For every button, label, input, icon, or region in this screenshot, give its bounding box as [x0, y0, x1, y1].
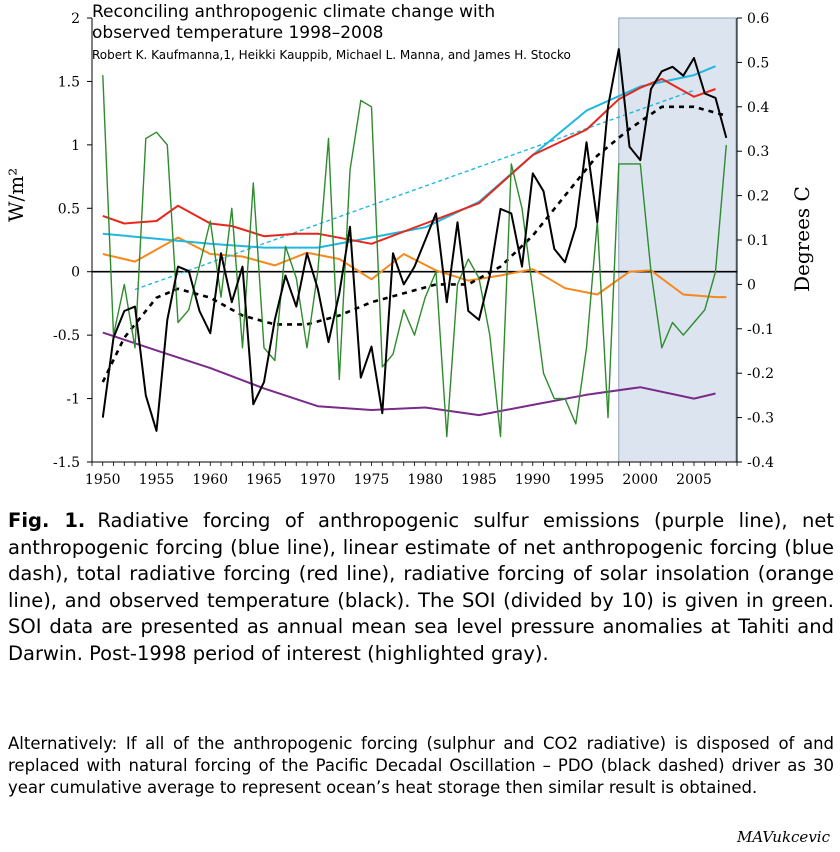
figure-caption: Fig. 1. Radiative forcing of anthropogeni…: [8, 508, 834, 667]
caption-text: Radiative forcing of anthropogenic sulfu…: [8, 509, 834, 665]
x-tick-label: 1950: [85, 472, 121, 488]
series-line-net-anthro: [102, 65, 716, 249]
y-tick-label-left: 0: [71, 265, 80, 281]
chart-authors: Robert K. Kaufmanna,1, Heikki Kauppib, M…: [92, 48, 571, 62]
alternative-note: Alternatively: If all of the anthropogen…: [8, 734, 834, 797]
series-line-total: [102, 77, 716, 245]
y-tick-label-left: -0.5: [53, 328, 80, 344]
y-tick-label-right: -0.4: [747, 455, 774, 471]
chart-title-line-2: observed temperature 1998–2008: [92, 23, 384, 43]
y-tick-label-right: 0.5: [747, 55, 769, 71]
y-axis-label-right: Degrees C: [790, 186, 814, 292]
y-tick-label-right: 0.4: [747, 100, 769, 116]
x-tick-label: 1970: [300, 472, 336, 488]
x-tick-label: 1955: [139, 472, 175, 488]
y-tick-label-left: 1.5: [58, 74, 80, 90]
x-tick-label: 1965: [246, 472, 282, 488]
series-line-pdo: [101, 105, 727, 383]
y-axis-label-left: W/m²: [4, 167, 28, 222]
x-tick-label: 1960: [192, 472, 228, 488]
y-tick-label-left: 1: [71, 138, 80, 154]
y-tick-label-right: 0.6: [747, 11, 769, 27]
caption-label: Fig. 1.: [8, 509, 86, 532]
author-signature: MAVukcevic: [736, 828, 830, 846]
climate-forcing-chart: -1.5 -1 -0.5 0 0.5 1 1.5 2 -0.4 -0.3 -0.2 -0.1 0 0.1 0…: [53, 11, 774, 488]
y-tick-label-left: -1.5: [53, 455, 80, 471]
y-tick-label-right: -0.1: [747, 322, 774, 338]
y-tick-label-left: 0.5: [58, 201, 80, 217]
y-tick-label-left: 2: [71, 11, 80, 27]
y-tick-label-right: 0.3: [747, 144, 769, 160]
x-tick-label: 1990: [515, 472, 551, 488]
x-tick-label: 1995: [569, 472, 605, 488]
y-tick-label-right: -0.3: [747, 411, 774, 427]
y-tick-label-right: -0.2: [747, 366, 774, 382]
chart-title: Reconciling anthropogenic climate change…: [92, 2, 496, 22]
x-tick-label: 1975: [354, 472, 390, 488]
x-tick-label: 1980: [407, 472, 443, 488]
y-tick-label-right: 0.2: [747, 189, 769, 205]
y-tick-label-left: -1: [66, 392, 80, 408]
y-tick-label-right: 0: [747, 277, 756, 293]
series-line-temperature: [101, 48, 728, 432]
x-tick-label: 2000: [622, 472, 658, 488]
y-tick-label-right: 0.1: [747, 233, 769, 249]
series-line-soi: [102, 75, 727, 438]
x-tick-label: 2005: [676, 472, 712, 488]
series-line-sulfur: [102, 331, 716, 417]
series-line-net-linear: [134, 89, 695, 291]
x-tick-label: 1985: [461, 472, 497, 488]
